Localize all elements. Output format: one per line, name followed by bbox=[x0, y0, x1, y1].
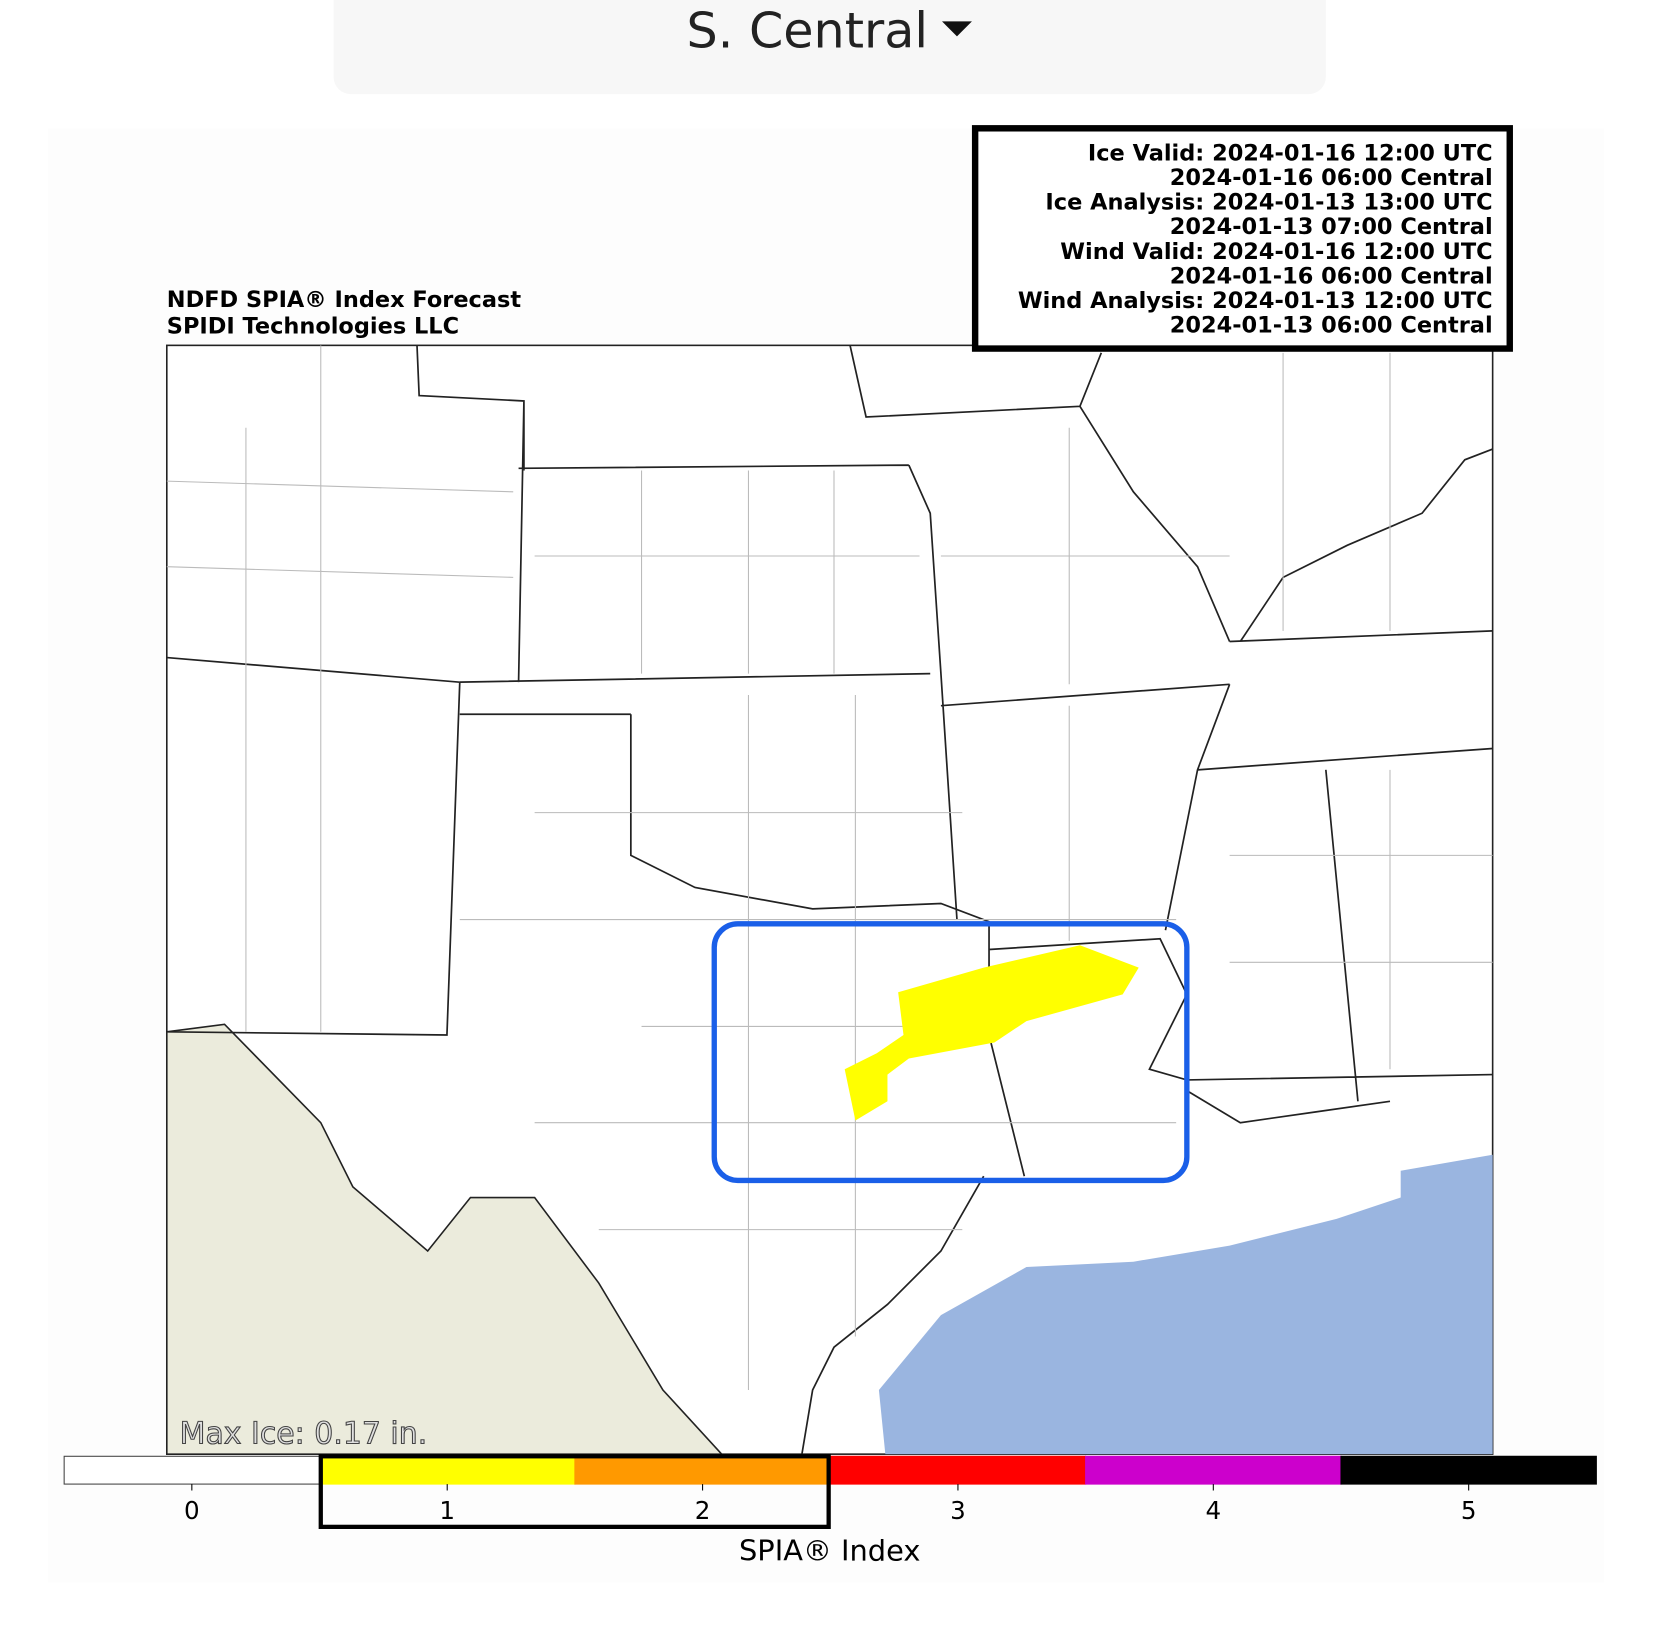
colorbar-segment bbox=[574, 1455, 831, 1485]
dropdown-label[interactable]: S. Central bbox=[687, 2, 929, 60]
colorbar: 0 1 2 3 4 5 bbox=[63, 1455, 1597, 1525]
tick-label: 3 bbox=[950, 1496, 966, 1525]
info-line: 2024-01-16 06:00 Central bbox=[1170, 165, 1493, 191]
tick-label: 1 bbox=[439, 1496, 455, 1525]
gulf bbox=[878, 1154, 1493, 1455]
colorbar-segment bbox=[829, 1455, 1087, 1485]
tick-label: 5 bbox=[1461, 1496, 1477, 1525]
region-dropdown[interactable] bbox=[333, 0, 1326, 95]
colorbar-segment bbox=[1340, 1455, 1597, 1485]
title-line: SPIDI Technologies LLC bbox=[167, 314, 459, 340]
colorbar-segment bbox=[63, 1455, 321, 1485]
map-content bbox=[165, 345, 1493, 1455]
colorbar-highlight bbox=[318, 1454, 831, 1529]
colorbar-segment bbox=[1085, 1455, 1342, 1485]
title-line: NDFD SPIA® Index Forecast bbox=[167, 287, 522, 313]
info-lines: Ice Valid: 2024-01-16 12:00 UTC2024-01-1… bbox=[1018, 140, 1493, 338]
highlight-region bbox=[711, 921, 1190, 1184]
tick-label: 0 bbox=[184, 1496, 200, 1525]
info-line: Wind Analysis: 2024-01-13 12:00 UTC bbox=[1018, 288, 1493, 314]
info-line: 2024-01-16 06:00 Central bbox=[1170, 263, 1493, 289]
info-line: Ice Valid: 2024-01-16 12:00 UTC bbox=[1088, 140, 1493, 166]
ice-area bbox=[844, 945, 1139, 1121]
info-box bbox=[971, 125, 1513, 352]
tick-label: 2 bbox=[695, 1496, 711, 1525]
tick-label: 4 bbox=[1205, 1496, 1221, 1525]
max-ice: Max Ice: 0.17 in. bbox=[180, 1416, 428, 1451]
dropdown-caret[interactable] bbox=[941, 21, 972, 37]
info-line: Wind Valid: 2024-01-16 12:00 UTC bbox=[1060, 239, 1492, 265]
colorbar-segment bbox=[318, 1455, 576, 1485]
info-line: 2024-01-13 06:00 Central bbox=[1170, 313, 1493, 339]
info-line: Ice Analysis: 2024-01-13 13:00 UTC bbox=[1045, 190, 1492, 216]
info-line: 2024-01-13 07:00 Central bbox=[1170, 214, 1493, 240]
colorbar-label: SPIA® Index bbox=[739, 1534, 920, 1568]
